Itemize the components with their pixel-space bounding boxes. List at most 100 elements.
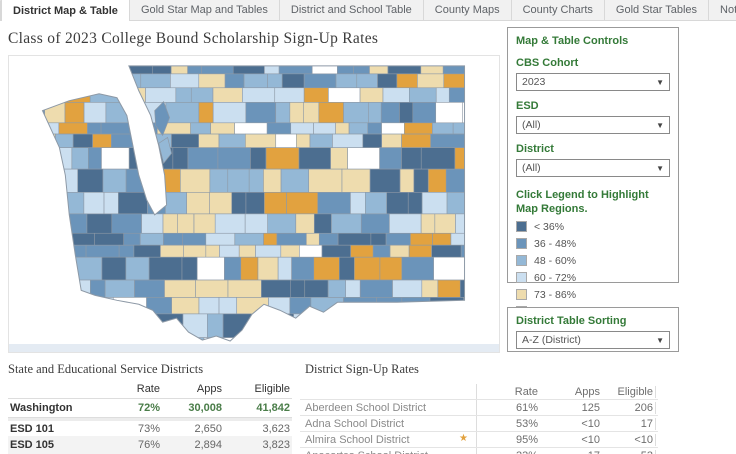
sorting-panel-title: District Table Sorting: [516, 315, 627, 327]
cbs-cohort-label: CBS Cohort: [516, 57, 579, 69]
state-esd-table: Rate Apps Eligible Washington 72% 30,008…: [8, 380, 292, 454]
state-table-title: State and Educational Service Districts: [8, 362, 204, 376]
legend-label: < 36%: [534, 220, 565, 233]
column-header-rate: Rate: [136, 383, 160, 395]
column-header-rate: Rate: [514, 385, 538, 398]
column-header-apps: Apps: [574, 385, 600, 398]
column-header-eligible: Eligible: [600, 385, 656, 398]
tab-notes[interactable]: Notes: [709, 0, 736, 20]
cbs-cohort-select[interactable]: 2023 ▼: [516, 73, 670, 91]
tab-district-and-school-table[interactable]: District and School Table: [279, 0, 424, 20]
eligible-value: 53: [600, 449, 656, 454]
rate-value: 33%: [477, 450, 538, 454]
legend-label: 73 - 86%: [534, 288, 577, 301]
eligible-value: 17: [600, 417, 656, 430]
esd-label: ESD: [516, 100, 539, 112]
row-name: ESD 105: [10, 439, 55, 451]
legend-swatch: [516, 272, 527, 283]
chevron-down-icon: ▼: [656, 120, 664, 130]
district-map-container: [8, 55, 500, 353]
sort-order-select[interactable]: A-Z (District) ▼: [516, 331, 670, 349]
district-label: District: [516, 143, 554, 155]
chevron-down-icon: ▼: [656, 77, 664, 87]
eligible-value: <10: [600, 433, 656, 446]
rate-value: 73%: [137, 422, 160, 435]
apps-value: 30,008: [188, 402, 222, 414]
workbook-tab-bar: District Map & Table Gold Star Map and T…: [0, 0, 736, 21]
esd-value: (All): [522, 119, 541, 131]
map-bottom-scroll-area: [9, 344, 499, 352]
tab-county-maps[interactable]: County Maps: [423, 0, 512, 20]
legend-label: 48 - 60%: [534, 254, 577, 267]
legend-label: 60 - 72%: [534, 271, 577, 284]
legend-swatch: [516, 255, 527, 266]
table-row-aberdeen[interactable]: Aberdeen School District 61% 125 206: [300, 399, 658, 415]
apps-value: 2,894: [194, 439, 222, 451]
row-name: Adna School District: [300, 416, 477, 431]
chevron-down-icon: ▼: [656, 335, 664, 345]
tab-gold-star-map-and-tables[interactable]: Gold Star Map and Tables: [129, 0, 280, 20]
table-row-washington[interactable]: Washington 72% 30,008 41,842: [8, 398, 292, 418]
cbs-cohort-value: 2023: [522, 76, 546, 88]
eligible-value: 206: [600, 401, 656, 414]
table-row-adna[interactable]: Adna School District 53% <10 17: [300, 415, 658, 431]
legend-swatch: [516, 238, 527, 249]
esd-select[interactable]: (All) ▼: [516, 116, 670, 134]
legend-item-73-86[interactable]: 73 - 86%: [516, 288, 670, 301]
table-row-anacortes[interactable]: Anacortes School District 33% 17 53: [300, 447, 658, 454]
washington-districts-choropleth-map[interactable]: [9, 56, 499, 344]
column-header-apps: Apps: [196, 383, 222, 395]
apps-value: <10: [581, 417, 600, 430]
rate-value: 76%: [137, 439, 160, 451]
tab-district-map-table[interactable]: District Map & Table: [1, 0, 130, 21]
legend-item-60-72[interactable]: 60 - 72%: [516, 271, 670, 284]
row-name: Anacortes School District: [300, 448, 477, 454]
district-table-sorting-panel: District Table Sorting A-Z (District) ▼: [507, 307, 679, 352]
state-outline: [41, 65, 466, 342]
eligible-value: 3,623: [262, 422, 290, 435]
state-table-header: Rate Apps Eligible: [8, 380, 292, 398]
legend-title: Click Legend to Highlight Map Regions.: [516, 189, 649, 215]
table-row-almira[interactable]: Almira School District ★ 95% <10 <10: [300, 431, 658, 447]
district-signup-table: Rate Apps Eligible Aberdeen School Distr…: [300, 384, 658, 454]
eligible-value: 3,823: [262, 439, 290, 451]
sort-order-value: A-Z (District): [522, 334, 581, 346]
district-table-title: District Sign-Up Rates: [305, 362, 419, 376]
district-select[interactable]: (All) ▼: [516, 159, 670, 177]
gold-star-icon: ★: [459, 433, 468, 444]
apps-value: 17: [538, 450, 600, 454]
apps-value: 2,650: [194, 422, 222, 435]
page-title: Class of 2023 College Bound Scholarship …: [8, 30, 379, 47]
legend-label: 36 - 48%: [534, 237, 577, 250]
district-value: (All): [522, 162, 541, 174]
row-name: Aberdeen School District: [300, 400, 477, 415]
legend-item-48-60[interactable]: 48 - 60%: [516, 254, 670, 267]
rate-value: 72%: [137, 402, 160, 414]
rate-value: 95%: [515, 433, 538, 446]
row-name: Washington: [10, 402, 73, 414]
rate-value: 53%: [515, 417, 538, 430]
apps-value: 125: [581, 401, 600, 414]
row-name: ESD 101: [10, 422, 55, 435]
legend-swatch: [516, 221, 527, 232]
legend-swatch: [516, 289, 527, 300]
chevron-down-icon: ▼: [656, 163, 664, 173]
row-name: Almira School District ★: [300, 432, 477, 447]
legend-item-36-48[interactable]: 36 - 48%: [516, 237, 670, 250]
puget-sound-island[interactable]: [158, 136, 172, 165]
eligible-value: 41,842: [256, 402, 290, 414]
map-table-controls-panel: Map & Table Controls CBS Cohort 2023 ▼ E…: [507, 27, 679, 318]
legend-item-lt-36[interactable]: < 36%: [516, 220, 670, 233]
table-row-esd-105[interactable]: ESD 105 76% 2,894 3,823: [8, 436, 292, 454]
puget-sound-island[interactable]: [154, 101, 170, 137]
district-table-header: Rate Apps Eligible: [300, 384, 658, 399]
controls-panel-title: Map & Table Controls: [516, 35, 629, 47]
apps-value: <10: [581, 433, 600, 446]
tab-gold-star-tables[interactable]: Gold Star Tables: [604, 0, 710, 20]
tab-county-charts[interactable]: County Charts: [511, 0, 605, 20]
tab-strip-edge: [0, 0, 1, 20]
table-row-esd-101[interactable]: ESD 101 73% 2,650 3,623: [8, 418, 292, 436]
rate-value: 61%: [515, 401, 538, 414]
column-header-eligible: Eligible: [254, 383, 290, 395]
